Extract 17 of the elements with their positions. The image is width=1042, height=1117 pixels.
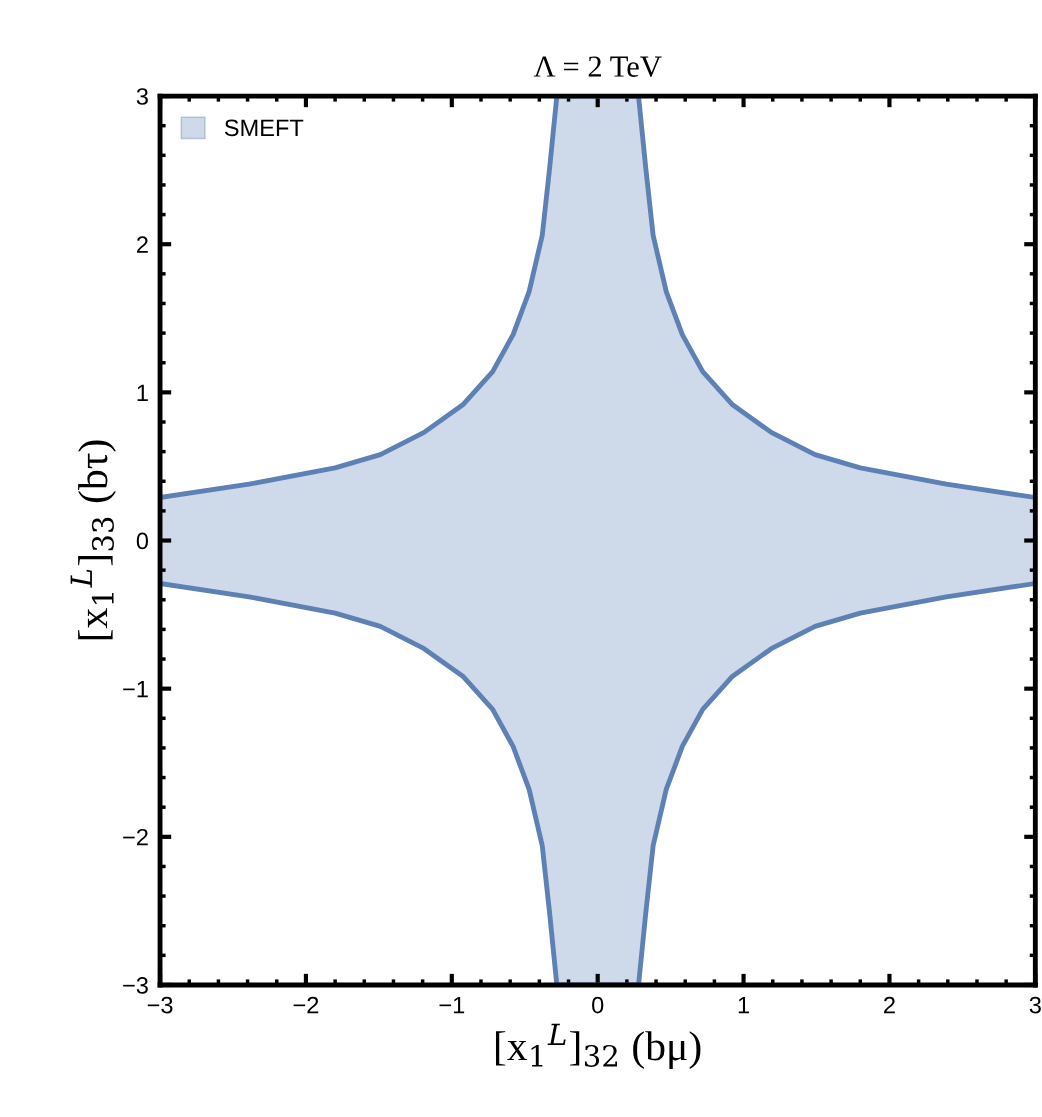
x-axis-title: [x$_{1}$$^{L}$]$_{32}$ (bμ) bbox=[495, 1023, 701, 1069]
y-tick-label: −3 bbox=[123, 977, 148, 994]
x-tick-label: 0 bbox=[592, 996, 604, 1014]
y-tick-label: 0 bbox=[136, 532, 149, 550]
y-tick-label: −1 bbox=[123, 680, 148, 698]
legend-label: SMEFT bbox=[224, 119, 304, 137]
y-tick-label: 2 bbox=[137, 236, 148, 253]
x-tick-label: 1 bbox=[738, 996, 749, 1014]
chart-title: Λ = 2 TeV bbox=[533, 56, 662, 78]
y-tick-label: −2 bbox=[123, 828, 148, 846]
y-tick-label: 1 bbox=[137, 384, 148, 401]
x-tick-label: −1 bbox=[439, 996, 465, 1014]
y-axis-title: [x$_{1}$$^{L}$]$_{33}$ (bτ) bbox=[70, 440, 116, 640]
x-tick-label: 3 bbox=[1029, 996, 1041, 1014]
x-tick-label: 2 bbox=[884, 996, 895, 1014]
x-tick-label: −2 bbox=[293, 996, 319, 1014]
y-tick-label: 3 bbox=[136, 88, 148, 105]
